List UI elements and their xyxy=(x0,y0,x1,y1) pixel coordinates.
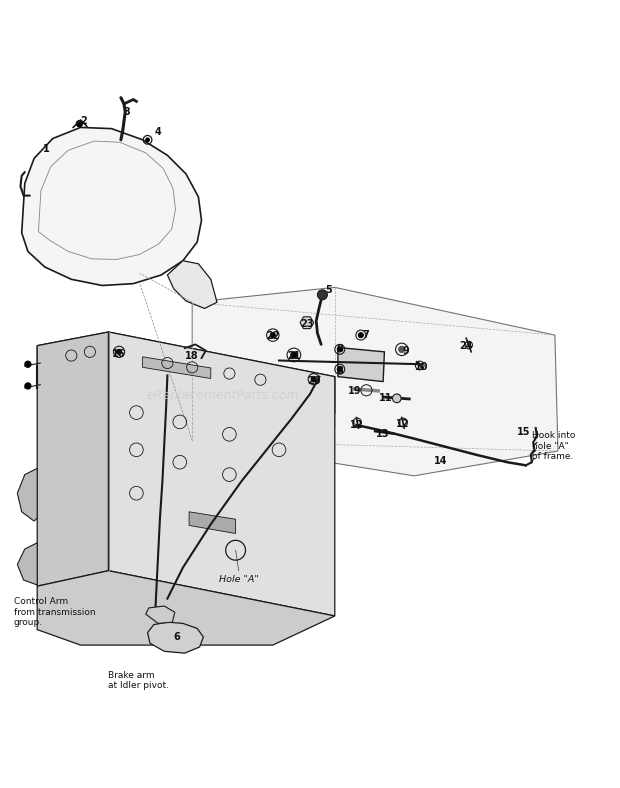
Circle shape xyxy=(392,394,401,403)
Text: Hook into
hole "A"
of frame.: Hook into hole "A" of frame. xyxy=(532,431,575,461)
Text: 11: 11 xyxy=(379,393,392,403)
Polygon shape xyxy=(148,623,203,653)
Circle shape xyxy=(337,366,342,372)
Polygon shape xyxy=(17,543,37,585)
Circle shape xyxy=(399,346,405,352)
Text: 8: 8 xyxy=(336,344,343,355)
Circle shape xyxy=(25,383,31,389)
Circle shape xyxy=(25,361,31,367)
Text: 12: 12 xyxy=(396,418,410,429)
Circle shape xyxy=(76,121,82,127)
Text: 14: 14 xyxy=(433,456,447,466)
Text: 15: 15 xyxy=(517,427,531,437)
Circle shape xyxy=(317,290,327,299)
Text: eReplacementParts.com: eReplacementParts.com xyxy=(147,388,299,402)
Circle shape xyxy=(270,333,275,337)
Text: 8: 8 xyxy=(336,366,343,376)
Text: 13: 13 xyxy=(376,429,390,439)
Polygon shape xyxy=(22,128,202,285)
Text: 21: 21 xyxy=(287,351,301,361)
Polygon shape xyxy=(37,332,108,586)
Text: 12: 12 xyxy=(350,420,363,430)
Text: 9: 9 xyxy=(403,346,409,355)
Text: 1: 1 xyxy=(43,144,50,154)
Polygon shape xyxy=(37,332,335,414)
Circle shape xyxy=(291,351,297,358)
Text: 16: 16 xyxy=(112,349,126,359)
Text: Brake arm
at Idler pivot.: Brake arm at Idler pivot. xyxy=(108,671,169,690)
Text: 2: 2 xyxy=(81,116,87,126)
Ellipse shape xyxy=(93,184,149,219)
Polygon shape xyxy=(146,606,175,623)
Text: Hole "A": Hole "A" xyxy=(219,575,259,585)
Polygon shape xyxy=(192,288,558,476)
Text: 5: 5 xyxy=(326,284,332,295)
Polygon shape xyxy=(17,468,37,521)
Text: 20: 20 xyxy=(307,376,321,386)
Ellipse shape xyxy=(91,226,130,250)
Text: Control Arm
from transmission
group.: Control Arm from transmission group. xyxy=(14,597,95,627)
Polygon shape xyxy=(338,348,384,381)
Text: 24: 24 xyxy=(459,340,473,351)
Circle shape xyxy=(146,138,149,142)
Text: 19: 19 xyxy=(348,386,361,396)
Polygon shape xyxy=(143,357,211,378)
Text: 4: 4 xyxy=(155,128,161,137)
Circle shape xyxy=(117,349,122,355)
Text: 7: 7 xyxy=(363,330,369,340)
Text: 22: 22 xyxy=(266,331,280,341)
Polygon shape xyxy=(37,571,335,645)
Polygon shape xyxy=(189,511,236,533)
Text: 3: 3 xyxy=(124,107,130,117)
Circle shape xyxy=(358,333,363,337)
Text: 6: 6 xyxy=(174,632,180,642)
Polygon shape xyxy=(167,261,217,308)
Text: 10: 10 xyxy=(415,362,428,373)
Text: 23: 23 xyxy=(300,319,314,329)
Polygon shape xyxy=(108,332,335,616)
Text: 18: 18 xyxy=(185,351,199,361)
Circle shape xyxy=(311,377,316,381)
Circle shape xyxy=(337,347,342,351)
